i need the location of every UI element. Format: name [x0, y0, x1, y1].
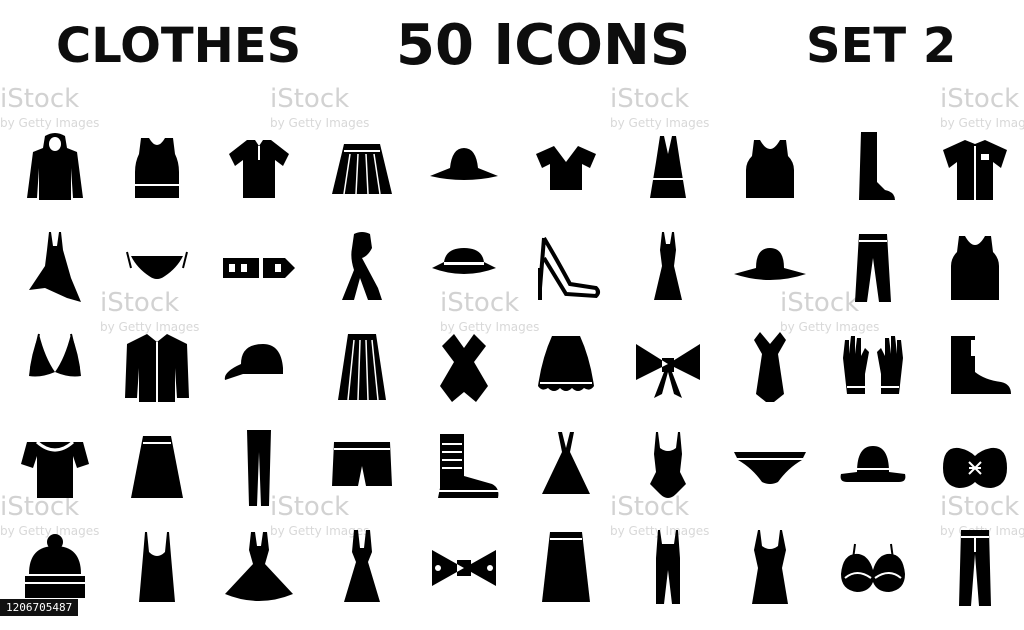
- briefs-icon: [730, 428, 810, 508]
- scarf-icon: [322, 228, 402, 308]
- bow-tie-icon: [424, 528, 504, 608]
- trousers-icon: [833, 228, 913, 308]
- baseball-cap-icon: [219, 328, 299, 408]
- halter-top-icon: [628, 128, 708, 208]
- crop-tank-icon: [730, 128, 810, 208]
- bandeau-top-icon: [935, 428, 1015, 508]
- jumpsuit-icon: [628, 528, 708, 608]
- slip-dress-icon: [730, 528, 810, 608]
- bra-icon: [833, 528, 913, 608]
- bikini-top-icon: [15, 328, 95, 408]
- high-heel-sandal-icon: [526, 228, 606, 308]
- ballgown-icon: [219, 528, 299, 608]
- cocktail-dress-icon: [730, 328, 810, 408]
- frill-skirt-icon: [526, 328, 606, 408]
- ankle-boot-icon: [935, 328, 1015, 408]
- bowler-hat-icon: [833, 428, 913, 508]
- wide-brim-hat-icon: [424, 128, 504, 208]
- jeans-icon: [935, 528, 1015, 608]
- asymmetric-dress-icon: [15, 228, 95, 308]
- hoodie-icon: [15, 128, 95, 208]
- knee-boot-icon: [833, 128, 913, 208]
- a-line-skirt-icon: [117, 428, 197, 508]
- halter-dress-icon: [526, 428, 606, 508]
- combat-boot-icon: [424, 428, 504, 508]
- wrap-dress-icon: [424, 328, 504, 408]
- title-set-2: SET 2: [806, 18, 957, 74]
- jacket-icon: [117, 328, 197, 408]
- bow-icon: [628, 328, 708, 408]
- pleated-skirt-icon: [322, 128, 402, 208]
- long-pleated-skirt-icon: [322, 328, 402, 408]
- off-shoulder-top-icon: [15, 428, 95, 508]
- shorts-icon: [322, 428, 402, 508]
- halter-mini-dress-icon: [322, 528, 402, 608]
- bikini-bottom-icon: [117, 228, 197, 308]
- midi-skirt-icon: [526, 528, 606, 608]
- polo-shirt-icon: [219, 128, 299, 208]
- belt-icon: [219, 228, 299, 308]
- tank-top-icon: [117, 128, 197, 208]
- tank-top-2-icon: [935, 228, 1015, 308]
- leggings-icon: [219, 428, 299, 508]
- gloves-icon: [833, 328, 913, 408]
- camisole-icon: [117, 528, 197, 608]
- title-clothes: CLOTHES: [56, 18, 302, 74]
- fedora-icon: [424, 228, 504, 308]
- crop-top-icon: [526, 128, 606, 208]
- sun-hat-icon: [730, 228, 810, 308]
- evening-gown-icon: [628, 228, 708, 308]
- stock-id-label: 1206705487: [0, 599, 79, 616]
- title-50-icons: 50 ICONS: [396, 13, 691, 78]
- beanie-icon: [15, 528, 95, 608]
- button-shirt-icon: [935, 128, 1015, 208]
- swimsuit-icon: [628, 428, 708, 508]
